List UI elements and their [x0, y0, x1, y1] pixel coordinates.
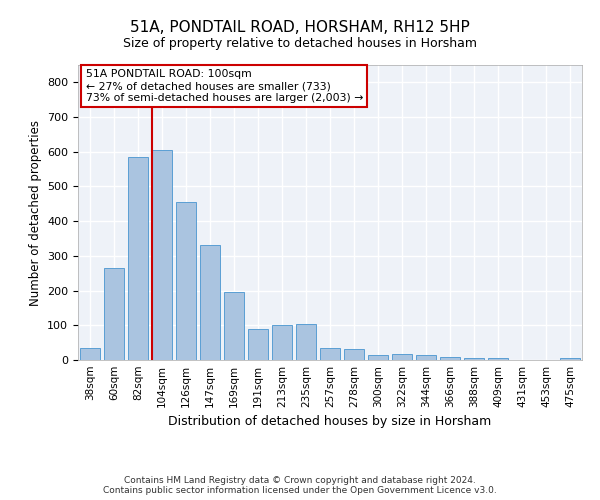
Bar [440, 356, 460, 360]
Bar [392, 354, 412, 360]
Bar [200, 246, 220, 360]
Bar [296, 324, 316, 360]
Bar [176, 202, 196, 360]
Bar [248, 330, 268, 360]
Bar [80, 348, 100, 360]
Bar [152, 150, 172, 360]
X-axis label: Distribution of detached houses by size in Horsham: Distribution of detached houses by size … [169, 416, 491, 428]
Bar [128, 157, 148, 360]
Bar [272, 324, 292, 360]
Bar [104, 268, 124, 360]
Bar [224, 292, 244, 360]
Y-axis label: Number of detached properties: Number of detached properties [29, 120, 41, 306]
Bar [320, 348, 340, 360]
Bar [368, 355, 388, 360]
Text: Contains HM Land Registry data © Crown copyright and database right 2024.
Contai: Contains HM Land Registry data © Crown c… [103, 476, 497, 495]
Bar [488, 358, 508, 360]
Bar [560, 358, 580, 360]
Bar [344, 349, 364, 360]
Text: Size of property relative to detached houses in Horsham: Size of property relative to detached ho… [123, 38, 477, 51]
Bar [416, 355, 436, 360]
Text: 51A, PONDTAIL ROAD, HORSHAM, RH12 5HP: 51A, PONDTAIL ROAD, HORSHAM, RH12 5HP [130, 20, 470, 35]
Text: 51A PONDTAIL ROAD: 100sqm
← 27% of detached houses are smaller (733)
73% of semi: 51A PONDTAIL ROAD: 100sqm ← 27% of detac… [86, 70, 363, 102]
Bar [464, 358, 484, 360]
